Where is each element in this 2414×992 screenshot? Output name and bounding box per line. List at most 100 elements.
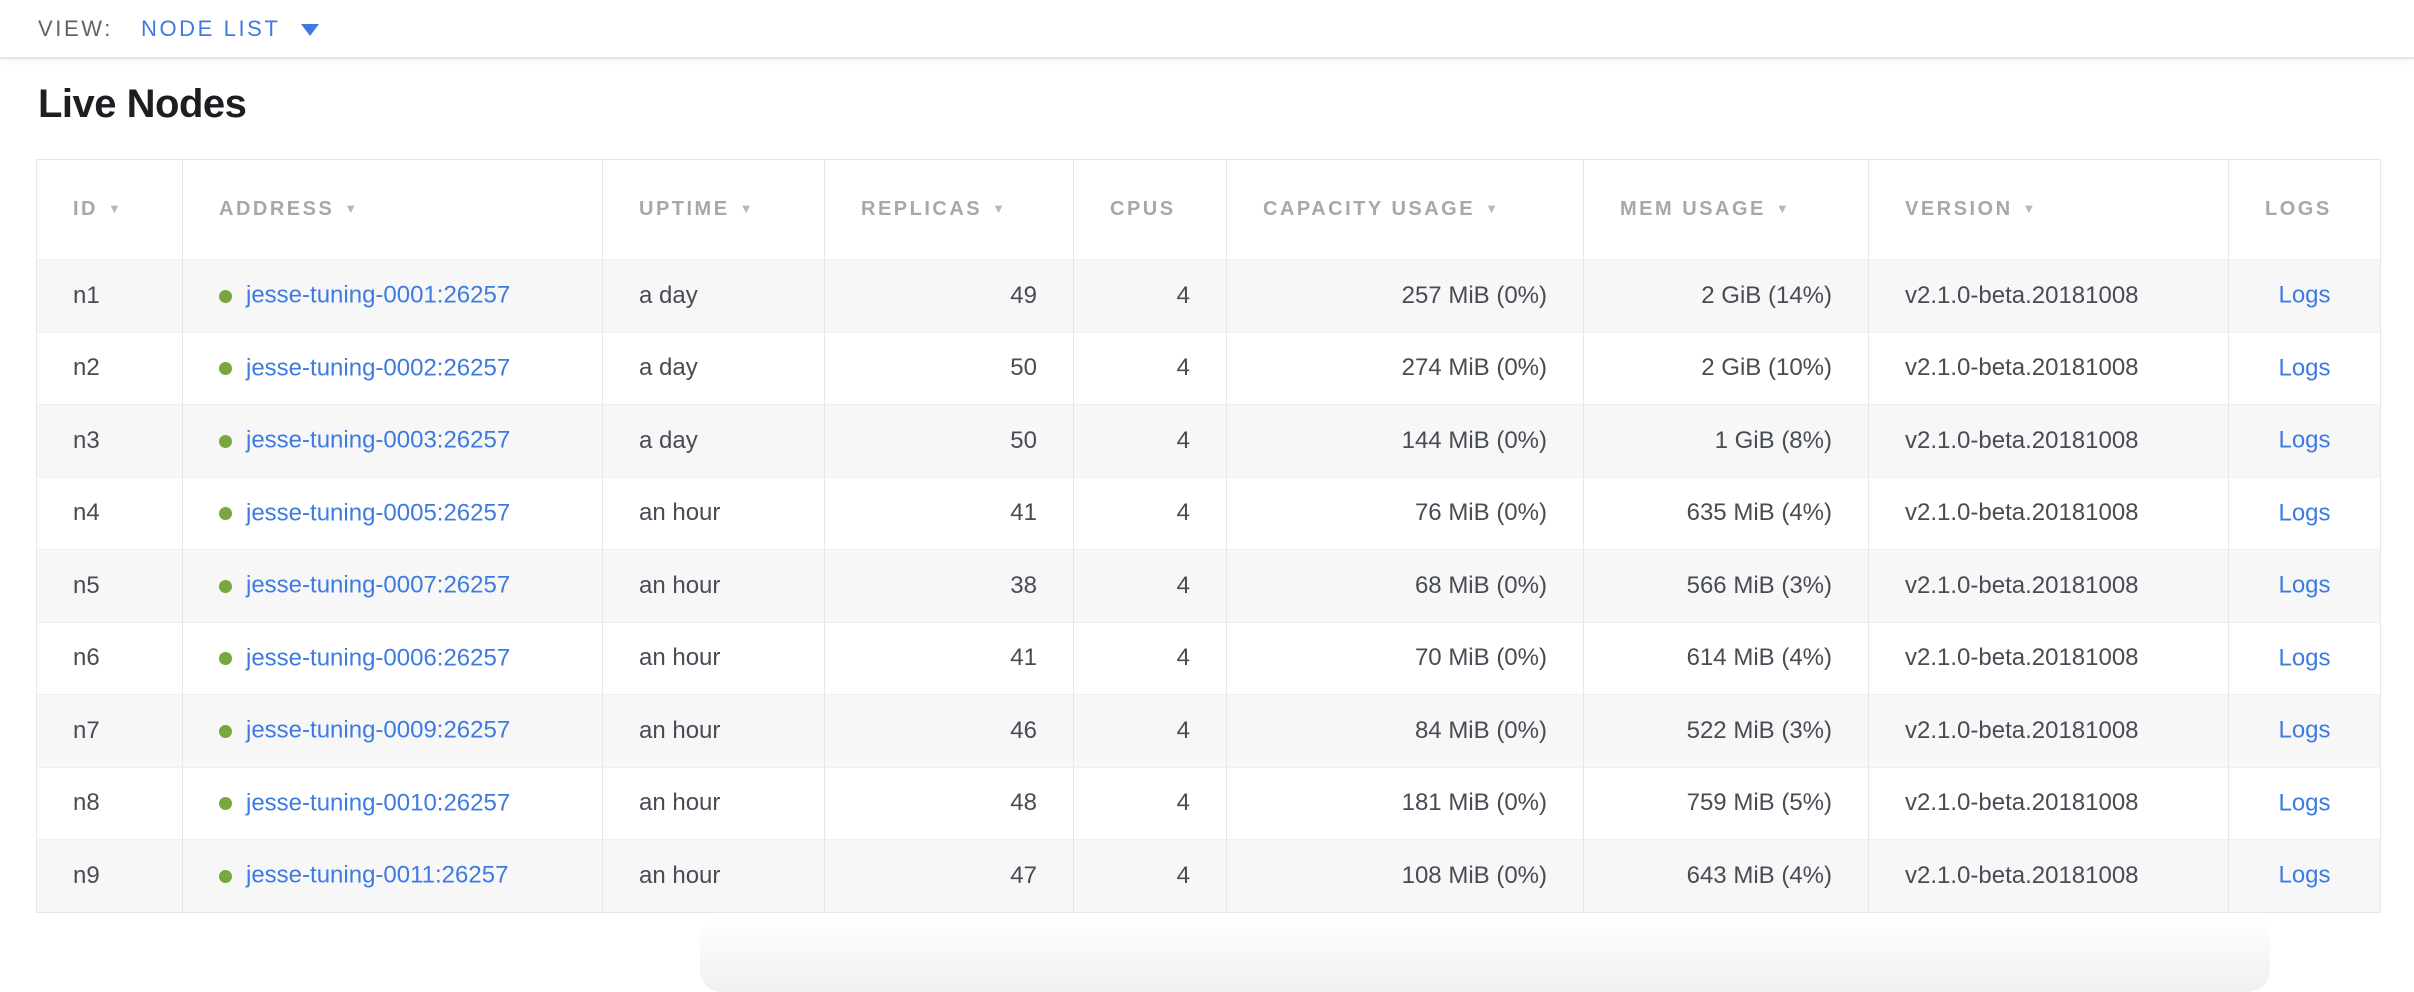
cell-logs: Logs [2228, 259, 2381, 332]
cell-replicas: 46 [824, 694, 1074, 767]
sort-desc-icon: ▼ [992, 201, 1008, 216]
logs-link[interactable]: Logs [2278, 789, 2331, 817]
node-address-link[interactable]: jesse-tuning-0001:26257 [246, 282, 511, 310]
cell-cpus: 4 [1073, 694, 1227, 767]
cell-mem_usage: 643 MiB (4%) [1583, 839, 1869, 912]
cell-replicas: 50 [824, 332, 1074, 405]
cell-version: v2.1.0-beta.20181008 [1868, 477, 2229, 550]
logs-link[interactable]: Logs [2278, 354, 2331, 382]
cell-capacity_usage: 84 MiB (0%) [1226, 694, 1584, 767]
cell-replicas: 48 [824, 767, 1074, 840]
column-header-address[interactable]: ADDRESS ▼ [182, 159, 603, 260]
dropdown-caret-icon [300, 23, 319, 36]
cell-address: jesse-tuning-0005:26257 [182, 477, 603, 550]
cell-replicas: 49 [824, 259, 1074, 332]
node-address-link[interactable]: jesse-tuning-0010:26257 [246, 789, 511, 817]
node-live-status-dot [219, 289, 232, 303]
logs-link[interactable]: Logs [2278, 644, 2331, 672]
node-address-link[interactable]: jesse-tuning-0011:26257 [246, 862, 509, 890]
cell-cpus: 4 [1073, 622, 1227, 695]
cell-logs: Logs [2228, 332, 2381, 405]
cell-uptime: an hour [602, 839, 825, 912]
cell-uptime: an hour [602, 767, 825, 840]
page-title: Live Nodes [38, 82, 247, 126]
live-nodes-section: Live Nodes ID ▼ ADDRESS ▼ UPTIME ▼ REPLICAS ▼ CP… [0, 83, 2414, 913]
column-header-mem_usage[interactable]: MEM USAGE ▼ [1583, 159, 1869, 260]
node-live-status-dot [219, 434, 232, 448]
cell-address: jesse-tuning-0010:26257 [182, 767, 603, 840]
cell-address: jesse-tuning-0007:26257 [182, 549, 603, 622]
sort-desc-icon: ▼ [1775, 201, 1792, 216]
node-live-status-dot [219, 579, 232, 593]
cell-version: v2.1.0-beta.20181008 [1868, 839, 2229, 912]
cell-id: n2 [73, 354, 100, 382]
cell-version: v2.1.0-beta.20181008 [1868, 622, 2229, 695]
column-header-replicas[interactable]: REPLICAS ▼ [824, 159, 1074, 260]
column-header-cpus: CPUS [1073, 159, 1227, 260]
cell-address: jesse-tuning-0009:26257 [182, 694, 603, 767]
node-address-link[interactable]: jesse-tuning-0009:26257 [246, 717, 511, 745]
logs-link[interactable]: Logs [2278, 717, 2331, 745]
node-live-status-dot [219, 797, 232, 811]
cell-version: v2.1.0-beta.20181008 [1868, 259, 2229, 332]
node-row-n9: n9 jesse-tuning-0011:26257 an hour 47 4 108 M… [36, 839, 2381, 912]
cell-version: v2.1.0-beta.20181008 [1868, 332, 2229, 405]
logs-link[interactable]: Logs [2278, 499, 2331, 527]
cell-address: jesse-tuning-0003:26257 [182, 404, 603, 477]
cell-capacity_usage: 181 MiB (0%) [1226, 767, 1584, 840]
logs-link[interactable]: Logs [2278, 572, 2331, 600]
node-address-link[interactable]: jesse-tuning-0006:26257 [246, 644, 511, 672]
node-row-n1: n1 jesse-tuning-0001:26257 a day 49 4 257 MiB… [36, 259, 2381, 332]
sort-desc-icon: ▼ [739, 201, 755, 216]
cell-capacity_usage: 70 MiB (0%) [1226, 622, 1584, 695]
node-address-link[interactable]: jesse-tuning-0005:26257 [246, 499, 511, 527]
column-header-id[interactable]: ID ▼ [36, 159, 183, 260]
logs-link[interactable]: Logs [2278, 862, 2331, 890]
column-header-capacity_usage[interactable]: CAPACITY USAGE ▼ [1226, 159, 1584, 260]
column-header-label: ID [73, 198, 98, 220]
node-address-link[interactable]: jesse-tuning-0007:26257 [246, 572, 511, 600]
cell-capacity_usage: 144 MiB (0%) [1226, 404, 1584, 477]
cell-logs: Logs [2228, 767, 2381, 840]
cell-address: jesse-tuning-0001:26257 [182, 259, 603, 332]
column-header-uptime[interactable]: UPTIME ▼ [602, 159, 825, 260]
node-live-status-dot [219, 507, 232, 521]
view-label: VIEW: [38, 15, 113, 41]
logs-link[interactable]: Logs [2278, 282, 2331, 310]
cell-replicas: 38 [824, 549, 1074, 622]
cell-id: n9 [73, 861, 100, 889]
cell-mem_usage: 2 GiB (10%) [1583, 332, 1869, 405]
column-header-label: ADDRESS [219, 198, 335, 220]
cell-cpus: 4 [1073, 549, 1227, 622]
column-header-label: UPTIME [639, 198, 730, 220]
cell-uptime: an hour [602, 694, 825, 767]
cell-version: v2.1.0-beta.20181008 [1868, 694, 2229, 767]
live-nodes-table: ID ▼ ADDRESS ▼ UPTIME ▼ REPLICAS ▼ CPUS CAPACITY … [36, 159, 2381, 913]
cell-id: n8 [73, 789, 100, 817]
node-address-link[interactable]: jesse-tuning-0002:26257 [246, 354, 511, 382]
table-header-row: ID ▼ ADDRESS ▼ UPTIME ▼ REPLICAS ▼ CPUS CAPACITY … [36, 159, 2381, 260]
column-header-label: LOGS [2265, 198, 2332, 220]
cell-id: n1 [73, 281, 100, 309]
column-header-label: CPUS [1110, 198, 1176, 220]
column-header-version[interactable]: VERSION ▼ [1868, 159, 2229, 260]
node-live-status-dot [219, 724, 232, 738]
bottom-shadow-artifact [700, 916, 2270, 992]
column-header-label: CAPACITY USAGE [1263, 198, 1476, 220]
cell-address: jesse-tuning-0011:26257 [182, 839, 603, 912]
cell-capacity_usage: 274 MiB (0%) [1226, 332, 1584, 405]
sort-desc-icon: ▼ [2022, 201, 2038, 216]
cell-logs: Logs [2228, 549, 2381, 622]
cell-logs: Logs [2228, 404, 2381, 477]
logs-link[interactable]: Logs [2278, 427, 2331, 455]
cell-capacity_usage: 76 MiB (0%) [1226, 477, 1584, 550]
node-address-link[interactable]: jesse-tuning-0003:26257 [246, 427, 511, 455]
node-live-status-dot [219, 362, 232, 376]
cell-version: v2.1.0-beta.20181008 [1868, 767, 2229, 840]
view-selector[interactable]: NODE LIST [141, 16, 319, 42]
node-row-n2: n2 jesse-tuning-0002:26257 a day 50 4 274 MiB… [36, 332, 2381, 405]
cell-uptime: an hour [602, 477, 825, 550]
column-header-label: MEM USAGE [1620, 198, 1766, 220]
cell-mem_usage: 635 MiB (4%) [1583, 477, 1869, 550]
cell-cpus: 4 [1073, 767, 1227, 840]
